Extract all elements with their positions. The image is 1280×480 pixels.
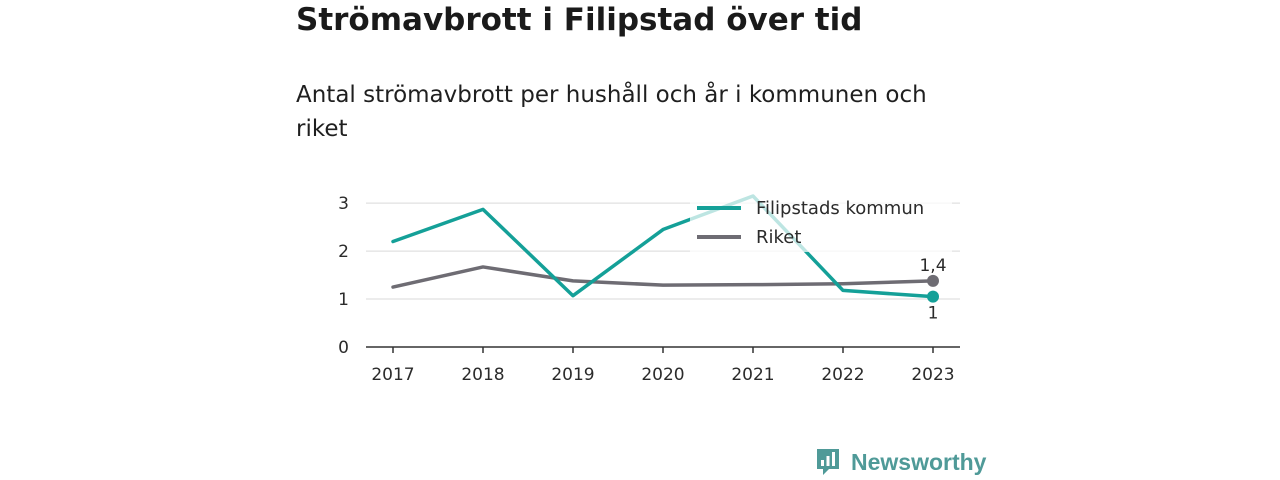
x-tick-label: 2019	[551, 365, 594, 385]
legend: Filipstads kommun Riket	[690, 190, 952, 252]
y-tick-label: 0	[338, 338, 349, 358]
end-value-label: 1,4	[919, 256, 946, 276]
series-line-1	[391, 265, 935, 289]
x-tick-label: 2021	[731, 365, 774, 385]
series-line-0	[391, 194, 935, 299]
x-tick-label: 2018	[461, 365, 504, 385]
legend-label: Riket	[756, 227, 801, 248]
series-lines	[391, 194, 935, 299]
chart-subtitle: Antal strömavbrott per hushåll och år i …	[296, 82, 927, 142]
y-tick-label: 1	[338, 290, 349, 310]
newsworthy-logo-icon	[817, 449, 839, 475]
brand-name: Newsworthy	[851, 448, 987, 475]
y-tick-label: 2	[338, 242, 349, 262]
line-chart: 0 1 2 3 2017 2018 2019 2020 2021 2022 2023 Filipst…	[338, 190, 960, 385]
x-tick-label: 2022	[821, 365, 864, 385]
x-tick-label: 2023	[911, 365, 954, 385]
end-point-marker	[927, 290, 939, 303]
x-tick-label: 2020	[641, 365, 684, 385]
chart-title: Strömavbrott i Filipstad över tid	[296, 2, 863, 38]
legend-background	[690, 190, 952, 252]
brand-logo: Newsworthy	[815, 446, 986, 478]
legend-label: Filipstads kommun	[756, 198, 924, 219]
end-point-marker	[927, 274, 939, 287]
end-labels: 11,4	[919, 256, 946, 324]
axes: 0 1 2 3 2017 2018 2019 2020 2021 2022 2023	[338, 194, 960, 385]
y-tick-label: 3	[338, 194, 349, 214]
x-tick-label: 2017	[371, 365, 414, 385]
end-value-label: 1	[928, 304, 939, 324]
